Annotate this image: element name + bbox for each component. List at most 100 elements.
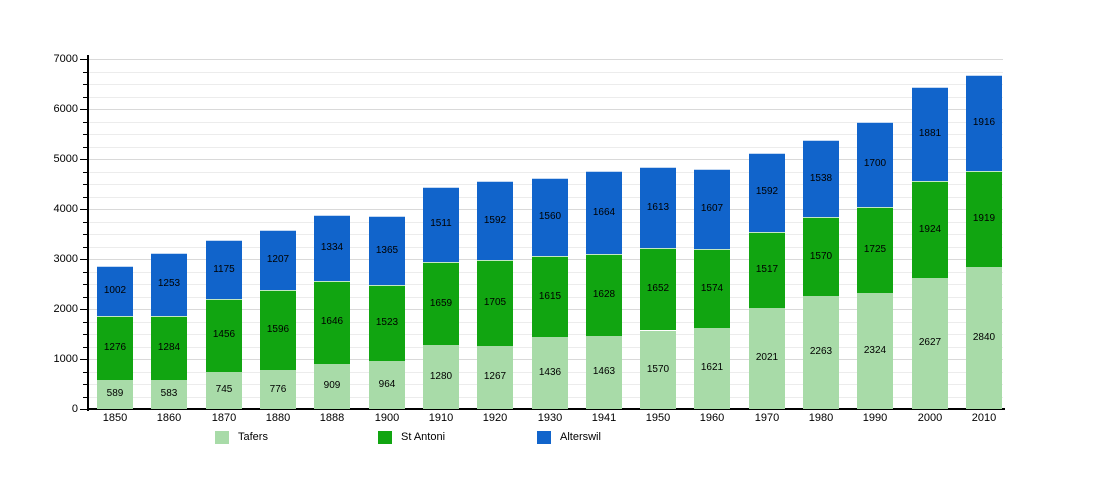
st-antoni-color-swatch	[378, 430, 392, 444]
bar-1960-alterswil-segment: 1607	[694, 168, 730, 250]
x-axis-label: 1880	[265, 412, 291, 424]
y-axis-label: 2000	[53, 303, 78, 315]
bar-value-label: 776	[269, 383, 287, 395]
bar-value-label: 1002	[103, 284, 127, 296]
bar-value-label: 1607	[700, 203, 724, 215]
minor-gridline	[89, 97, 1003, 98]
legend-label-alterswil: Alterswil	[560, 431, 601, 443]
x-axis-label: 1910	[428, 412, 454, 424]
bar-1920-st-antoni-segment: 1705	[477, 260, 513, 346]
x-axis-label: 1920	[482, 412, 508, 424]
bar-value-label: 1538	[809, 172, 833, 184]
bar-2000-st-antoni-segment: 1924	[912, 181, 948, 278]
y-major-tick	[80, 209, 87, 210]
bar-1990-alterswil-segment: 1700	[857, 121, 893, 207]
bar-1870-st-antoni-segment: 1456	[206, 298, 242, 372]
bar-1910-alterswil-segment: 1511	[423, 186, 459, 263]
y-minor-tick	[83, 372, 87, 373]
bar-1850-tafers-segment: 589	[97, 379, 133, 409]
bar-value-label: 1570	[809, 250, 833, 262]
x-axis-label: 1980	[808, 412, 834, 424]
bar-value-label: 1560	[538, 211, 562, 223]
bar-value-label: 1463	[592, 366, 616, 378]
alterswil-color-swatch	[537, 430, 551, 444]
x-axis-label: 1850	[102, 412, 128, 424]
bar-1900-alterswil-segment: 1365	[369, 216, 405, 285]
legend-item-st-antoni: St Antoni	[378, 429, 445, 445]
bar-1980-alterswil-segment: 1538	[803, 140, 839, 218]
bar-1950-st-antoni-segment: 1652	[640, 247, 676, 331]
y-axis-label: 3000	[53, 253, 78, 265]
y-minor-tick	[83, 184, 87, 185]
y-axis-label: 7000	[53, 53, 78, 65]
y-major-tick	[80, 359, 87, 360]
x-axis-label: 1888	[319, 412, 345, 424]
y-minor-tick	[83, 234, 87, 235]
x-axis-label: 1990	[862, 412, 888, 424]
bar-2010-st-antoni-segment: 1919	[966, 171, 1002, 267]
y-minor-tick	[83, 347, 87, 348]
bar-value-label: 1175	[213, 263, 235, 275]
y-major-tick	[80, 309, 87, 310]
x-axis-label: 1860	[156, 412, 182, 424]
bar-2000-alterswil-segment: 1881	[912, 87, 948, 182]
bar-value-label: 1592	[483, 214, 507, 226]
y-minor-tick	[83, 147, 87, 148]
bar-value-label: 1916	[972, 117, 996, 129]
bar-1950-alterswil-segment: 1613	[640, 167, 676, 248]
y-axis-label: 4000	[53, 203, 78, 215]
bar-1970-tafers-segment: 2021	[749, 307, 785, 409]
bar-value-label: 1924	[918, 223, 942, 235]
x-axis-line	[88, 408, 1005, 410]
bar-1870-tafers-segment: 745	[206, 371, 242, 409]
bar-value-label: 1456	[212, 329, 236, 341]
y-major-tick	[80, 259, 87, 260]
bar-value-label: 1646	[320, 316, 344, 328]
bar-value-label: 1615	[538, 290, 562, 302]
y-minor-tick	[83, 334, 87, 335]
bar-1860-tafers-segment: 583	[151, 379, 187, 409]
bar-1960-tafers-segment: 1621	[694, 327, 730, 409]
bar-value-label: 1628	[592, 289, 616, 301]
bar-value-label: 1284	[157, 341, 181, 353]
y-minor-tick	[83, 122, 87, 123]
bar-1860-alterswil-segment: 1253	[151, 253, 187, 316]
y-axis-label: 1000	[53, 353, 78, 365]
minor-gridline	[89, 134, 1003, 135]
legend-label-st-antoni: St Antoni	[401, 431, 446, 443]
bar-1980-st-antoni-segment: 1570	[803, 217, 839, 296]
bar-value-label: 1253	[157, 278, 181, 290]
y-minor-tick	[83, 247, 87, 248]
bar-value-label: 964	[378, 378, 396, 390]
bar-value-label: 1919	[972, 213, 996, 225]
major-gridline	[89, 159, 1003, 160]
minor-gridline	[89, 147, 1003, 148]
y-axis-label: 0	[71, 403, 78, 415]
bar-2010-alterswil-segment: 1916	[966, 75, 1002, 172]
y-minor-tick	[83, 84, 87, 85]
x-axis-label: 1960	[699, 412, 725, 424]
bar-value-label: 1267	[483, 371, 507, 383]
bar-value-label: 909	[323, 380, 341, 392]
y-major-tick	[80, 159, 87, 160]
legend-item-tafers: Tafers	[215, 429, 268, 445]
x-axis-label: 2000	[917, 412, 943, 424]
y-minor-tick	[83, 397, 87, 398]
bar-value-label: 2263	[809, 346, 833, 358]
y-minor-tick	[83, 322, 87, 323]
bar-value-label: 2324	[863, 344, 887, 356]
bar-1910-tafers-segment: 1280	[423, 345, 459, 409]
x-axis-label: 2010	[971, 412, 997, 424]
bar-value-label: 1664	[592, 206, 616, 218]
bar-value-label: 1280	[429, 371, 453, 382]
bar-1970-alterswil-segment: 1592	[749, 152, 785, 233]
y-minor-tick	[83, 384, 87, 385]
y-major-tick	[80, 109, 87, 110]
minor-gridline	[89, 172, 1003, 173]
legend-label-tafers: Tafers	[238, 431, 268, 443]
bar-value-label: 2627	[918, 337, 942, 349]
y-minor-tick	[83, 297, 87, 298]
bar-1850-st-antoni-segment: 1276	[97, 315, 133, 380]
bar-1941-st-antoni-segment: 1628	[586, 254, 622, 336]
